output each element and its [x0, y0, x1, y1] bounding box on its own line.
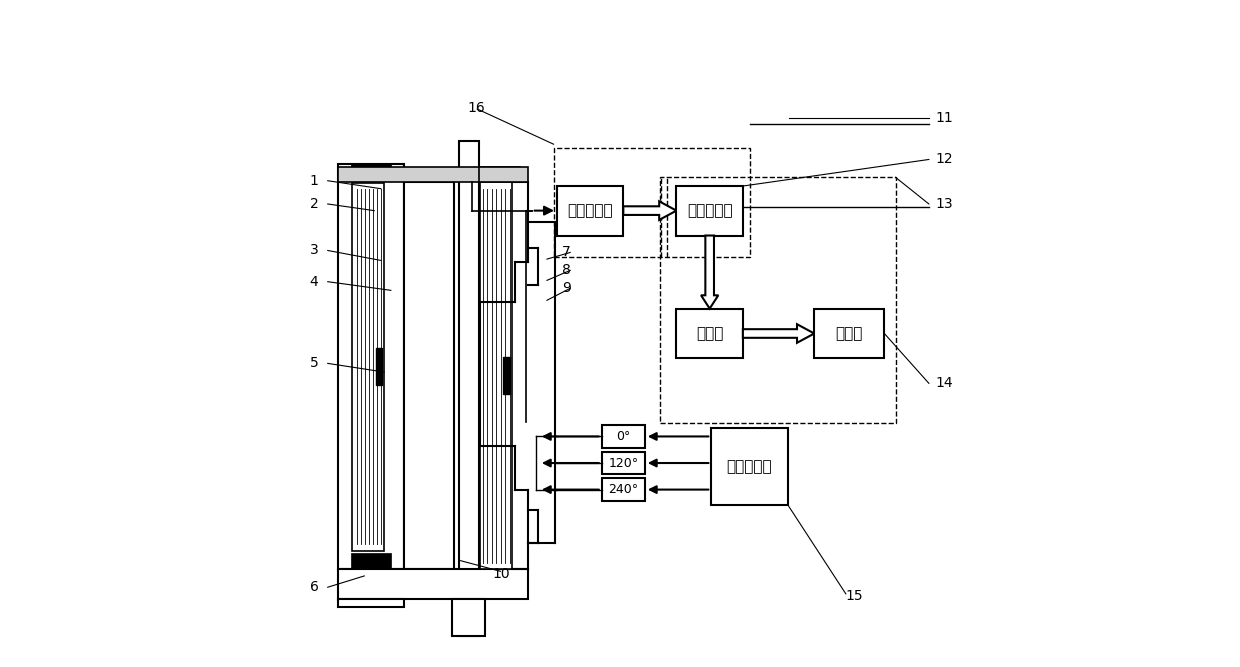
Text: 11: 11	[935, 111, 954, 125]
Bar	[553, 147, 749, 257]
Bar	[351, 553, 391, 570]
Text: 8: 8	[562, 263, 572, 277]
Text: 锁相放大器: 锁相放大器	[687, 203, 733, 218]
Bar	[480, 182, 512, 570]
Text: 9: 9	[562, 281, 572, 295]
Text: 14: 14	[935, 376, 954, 390]
Bar	[337, 164, 404, 570]
Text: 6: 6	[310, 580, 319, 594]
Bar	[351, 164, 391, 181]
Polygon shape	[624, 201, 677, 220]
Bar	[601, 452, 645, 474]
Text: 10: 10	[492, 567, 510, 581]
Text: 12: 12	[935, 153, 954, 167]
Text: 3: 3	[310, 243, 319, 257]
Text: 5: 5	[310, 356, 319, 370]
Text: 120°: 120°	[609, 456, 639, 470]
Bar	[503, 358, 510, 394]
Text: 2: 2	[310, 197, 319, 211]
Text: 电压放大器: 电压放大器	[567, 203, 613, 218]
Bar	[557, 185, 624, 235]
Text: 计算机: 计算机	[836, 326, 863, 341]
Bar	[660, 177, 895, 423]
Text: 信号发生器: 信号发生器	[727, 459, 773, 474]
Bar	[352, 183, 384, 551]
Text: 16: 16	[467, 101, 485, 115]
Bar	[712, 428, 787, 504]
Bar	[479, 167, 528, 182]
Text: 1: 1	[310, 173, 319, 187]
Bar	[459, 141, 479, 636]
Text: 240°: 240°	[609, 483, 639, 496]
Text: 15: 15	[846, 589, 863, 603]
Bar	[677, 309, 743, 358]
Text: 13: 13	[935, 197, 954, 211]
Text: 4: 4	[310, 275, 319, 289]
Bar	[337, 570, 528, 599]
Text: 0°: 0°	[616, 430, 630, 443]
Bar	[404, 182, 454, 570]
Text: 采集卡: 采集卡	[696, 326, 723, 341]
Polygon shape	[743, 324, 815, 343]
Bar	[677, 185, 743, 235]
Bar	[337, 167, 521, 182]
Bar	[815, 309, 884, 358]
Bar	[451, 599, 485, 636]
Bar	[337, 599, 404, 607]
Bar	[376, 348, 382, 385]
Bar	[601, 425, 645, 448]
Bar	[601, 478, 645, 501]
Polygon shape	[701, 235, 718, 309]
Text: 7: 7	[562, 245, 570, 259]
Bar	[351, 181, 391, 553]
